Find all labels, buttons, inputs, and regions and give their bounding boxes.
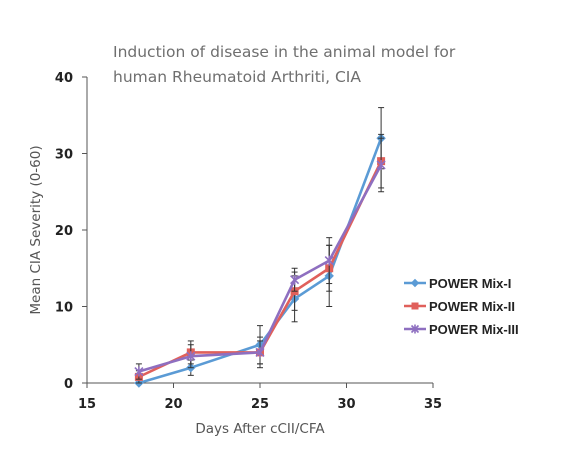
legend-item-2: POWER Mix-II bbox=[404, 299, 515, 314]
series-line bbox=[138, 164, 383, 373]
data-point bbox=[411, 302, 419, 310]
data-point bbox=[410, 278, 420, 288]
data-point bbox=[255, 347, 265, 358]
chart-title: Induction of disease in the animal model… bbox=[113, 40, 553, 90]
y-axis: 0 10 20 30 40 bbox=[55, 71, 88, 392]
x-tick-label: 30 bbox=[337, 397, 355, 412]
y-tick-label: 20 bbox=[55, 224, 73, 239]
x-axis: 15 20 25 30 35 bbox=[78, 382, 442, 412]
x-axis-label: Days After cCII/CFA bbox=[195, 421, 325, 437]
legend-item-1: POWER Mix-I bbox=[404, 276, 511, 291]
x-tick-label: 15 bbox=[78, 397, 96, 412]
legend-label: POWER Mix-I bbox=[429, 276, 511, 291]
legend-label: POWER Mix-III bbox=[429, 322, 519, 337]
y-tick-label: 0 bbox=[64, 377, 73, 392]
data-point bbox=[186, 351, 196, 362]
y-tick-label: 40 bbox=[55, 71, 73, 86]
data-point bbox=[324, 255, 334, 266]
legend-label: POWER Mix-II bbox=[429, 299, 515, 314]
data-point bbox=[410, 324, 420, 334]
series-3 bbox=[134, 137, 386, 380]
x-tick-label: 20 bbox=[164, 397, 182, 412]
y-axis-label: Mean CIA Severity (0-60) bbox=[28, 145, 44, 314]
chart-title-line-2: human Rheumatoid Arthriti, CIA bbox=[113, 68, 361, 86]
y-tick-label: 30 bbox=[55, 148, 73, 163]
x-tick-label: 25 bbox=[251, 397, 269, 412]
data-point bbox=[290, 274, 300, 285]
data-point bbox=[134, 366, 144, 377]
y-tick-label: 10 bbox=[55, 301, 73, 316]
data-point bbox=[376, 159, 386, 170]
x-tick-label: 35 bbox=[424, 397, 442, 412]
series-layer bbox=[134, 107, 386, 388]
legend: POWER Mix-I POWER Mix-II POWER Mix-III bbox=[404, 276, 519, 337]
legend-item-3: POWER Mix-III bbox=[404, 322, 519, 337]
chart-title-line-1: Induction of disease in the animal model… bbox=[113, 43, 456, 61]
series-line bbox=[138, 160, 383, 379]
